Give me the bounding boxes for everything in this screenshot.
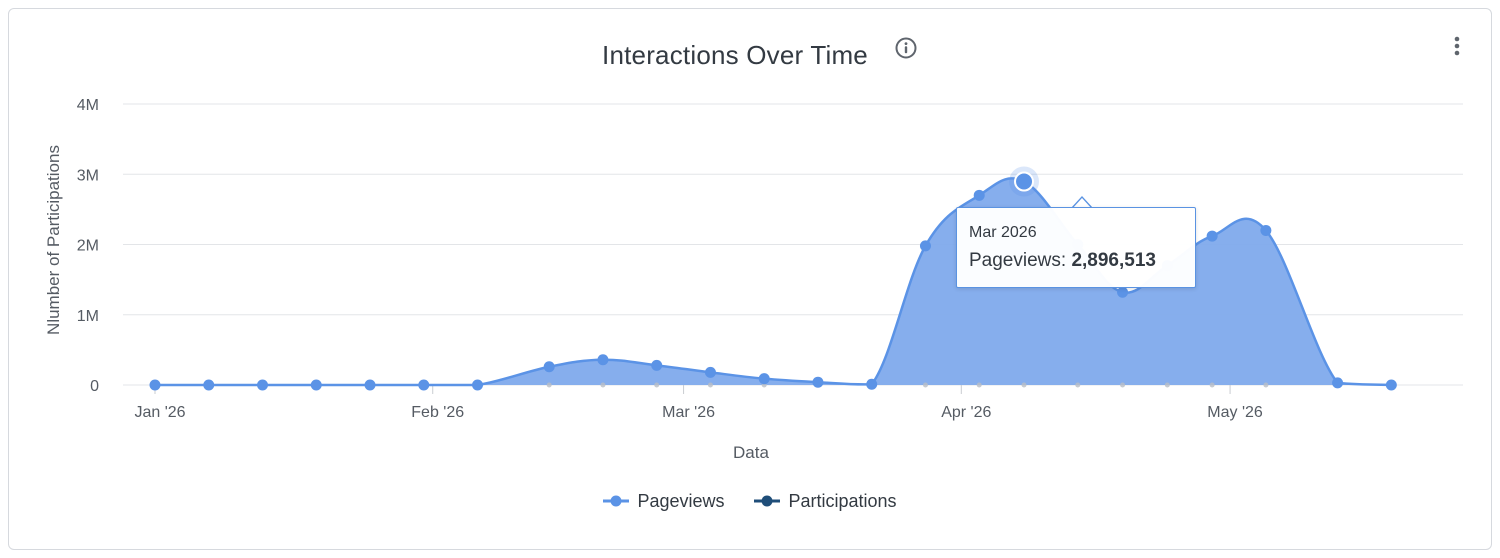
tooltip-date: Mar 2026	[969, 224, 1037, 241]
pageviews-point[interactable]	[543, 361, 555, 373]
participations-point[interactable]	[600, 382, 606, 388]
pageviews-legend-marker-icon	[603, 495, 630, 507]
vertical-dots-menu-icon[interactable]	[1445, 33, 1469, 61]
participations-point[interactable]	[1263, 382, 1269, 388]
participations-point[interactable]	[707, 382, 713, 388]
legend-item-pageviews[interactable]: Pageviews	[603, 491, 724, 512]
pageviews-point[interactable]	[1206, 230, 1218, 242]
legend-item-participations[interactable]: Participations	[754, 490, 897, 512]
pageviews-point[interactable]	[149, 379, 161, 391]
y-axis-ticks: 0 1M 2M 3M 4M	[77, 97, 99, 395]
pageviews-point[interactable]	[812, 376, 824, 388]
y-tick-label: 3M	[77, 167, 99, 184]
pageviews-point[interactable]	[203, 379, 215, 391]
participations-point[interactable]	[1209, 382, 1215, 388]
pageviews-point[interactable]	[1117, 286, 1129, 298]
participations-point[interactable]	[976, 382, 982, 388]
participations-point[interactable]	[1075, 382, 1081, 388]
pageviews-point-highlighted[interactable]	[1014, 171, 1035, 192]
x-tick-label: Jan '26	[134, 404, 185, 421]
participations-point[interactable]	[1164, 382, 1170, 388]
tooltip-value: 2,896,513	[1071, 250, 1156, 271]
y-tick-label: 1M	[77, 308, 99, 325]
x-tick-label: Apr '26	[941, 404, 991, 421]
pageviews-point[interactable]	[866, 378, 878, 390]
pageviews-point[interactable]	[1260, 224, 1272, 236]
participations-point[interactable]	[546, 382, 552, 388]
participations-point[interactable]	[1021, 382, 1027, 388]
pageviews-point[interactable]	[1332, 377, 1344, 389]
x-tick-label: Feb '26	[411, 404, 464, 421]
pageviews-point[interactable]	[758, 373, 770, 385]
pageviews-point[interactable]	[364, 379, 376, 391]
y-axis-title: Nlumber of Participations	[44, 145, 63, 335]
pageviews-point[interactable]	[472, 379, 484, 391]
legend-label-pageviews: Pageviews	[637, 490, 725, 511]
info-circle-icon[interactable]	[895, 37, 917, 59]
y-tick-label: 0	[90, 378, 99, 395]
pageviews-point[interactable]	[704, 366, 716, 378]
pageviews-point[interactable]	[973, 189, 985, 201]
legend-label-participations: Participations	[788, 490, 897, 511]
y-tick-label: 2M	[77, 238, 99, 255]
x-axis-ticks: Jan '26 Feb '26 Mar '26 Apr '26 May '26	[134, 385, 1263, 421]
pageviews-point[interactable]	[257, 379, 269, 391]
pageviews-area-fill	[155, 178, 1392, 385]
x-tick-label: Mar '26	[662, 404, 715, 421]
pageviews-point[interactable]	[651, 359, 663, 371]
pageviews-point[interactable]	[597, 354, 609, 366]
x-tick-label: May '26	[1207, 404, 1263, 421]
participations-point[interactable]	[654, 382, 660, 388]
tooltip-line: Pageviews: 2,896,513	[969, 250, 1156, 272]
pageviews-area	[155, 177, 1392, 387]
participations-legend-marker-icon	[754, 495, 781, 507]
pageviews-point[interactable]	[310, 379, 322, 391]
data-tooltip: Mar 2026 Pageviews: 2,896,513	[956, 207, 1196, 288]
tooltip-label: Pageviews:	[969, 250, 1067, 271]
participations-point[interactable]	[1120, 382, 1126, 388]
pageviews-point[interactable]	[418, 379, 430, 391]
participations-point[interactable]	[922, 382, 928, 388]
tooltip-caret-inner	[1072, 198, 1092, 209]
pageviews-point[interactable]	[1385, 379, 1397, 391]
y-tick-label: 4M	[77, 97, 99, 114]
x-axis-title: Data	[733, 443, 769, 462]
chart-legend: Pageviews Participations	[0, 488, 1500, 514]
pageviews-point[interactable]	[919, 240, 931, 252]
chart-title: Interactions Over Time	[602, 40, 868, 70]
